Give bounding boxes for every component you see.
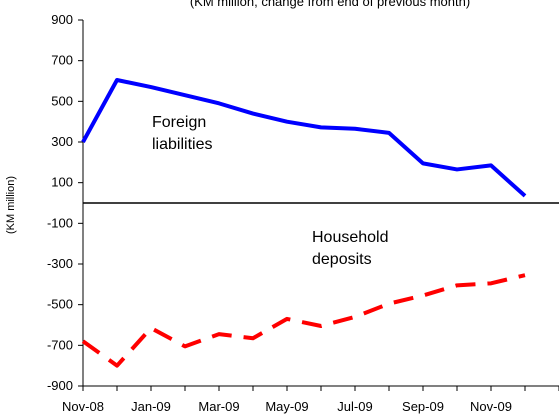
axes: 900 700 500 300 100 -100 -300 -500 -700 -900 Nov-0…	[47, 12, 559, 414]
annotations: Foreign liabilities Household deposits	[152, 114, 389, 268]
series-layer	[81, 77, 527, 368]
y-tick-label: -900	[47, 378, 73, 393]
x-tick-label: Mar-09	[198, 399, 239, 414]
annotation-liabilities: liabilities	[152, 136, 212, 153]
x-tick-label: Nov-09	[470, 399, 512, 414]
chart-title: (KM million, change from end of previous…	[190, 0, 470, 9]
x-tick-label: Jul-09	[337, 399, 372, 414]
y-tick-label: -300	[47, 256, 73, 271]
x-tick-label: May-09	[265, 399, 308, 414]
y-tick-label: -500	[47, 297, 73, 312]
annotation-foreign: Foreign	[152, 114, 206, 131]
y-tick-label: 500	[51, 93, 73, 108]
x-tick-label: Sep-09	[402, 399, 444, 414]
y-tick-label: 100	[51, 175, 73, 190]
annotation-deposits: deposits	[312, 251, 372, 268]
y-tick-label: 300	[51, 134, 73, 149]
x-tick-label: Jan-09	[131, 399, 171, 414]
series-line-household-deposits	[81, 273, 526, 368]
series-line-foreign-liabilities	[81, 77, 527, 198]
y-tick-label: 900	[51, 12, 73, 27]
annotation-household: Household	[312, 229, 389, 246]
y-axis-label: (KM million)	[5, 176, 17, 234]
x-tick-label: Nov-08	[62, 399, 104, 414]
y-tick-label: -700	[47, 337, 73, 352]
y-tick-label: 700	[51, 53, 73, 68]
y-tick-label: -100	[47, 215, 73, 230]
